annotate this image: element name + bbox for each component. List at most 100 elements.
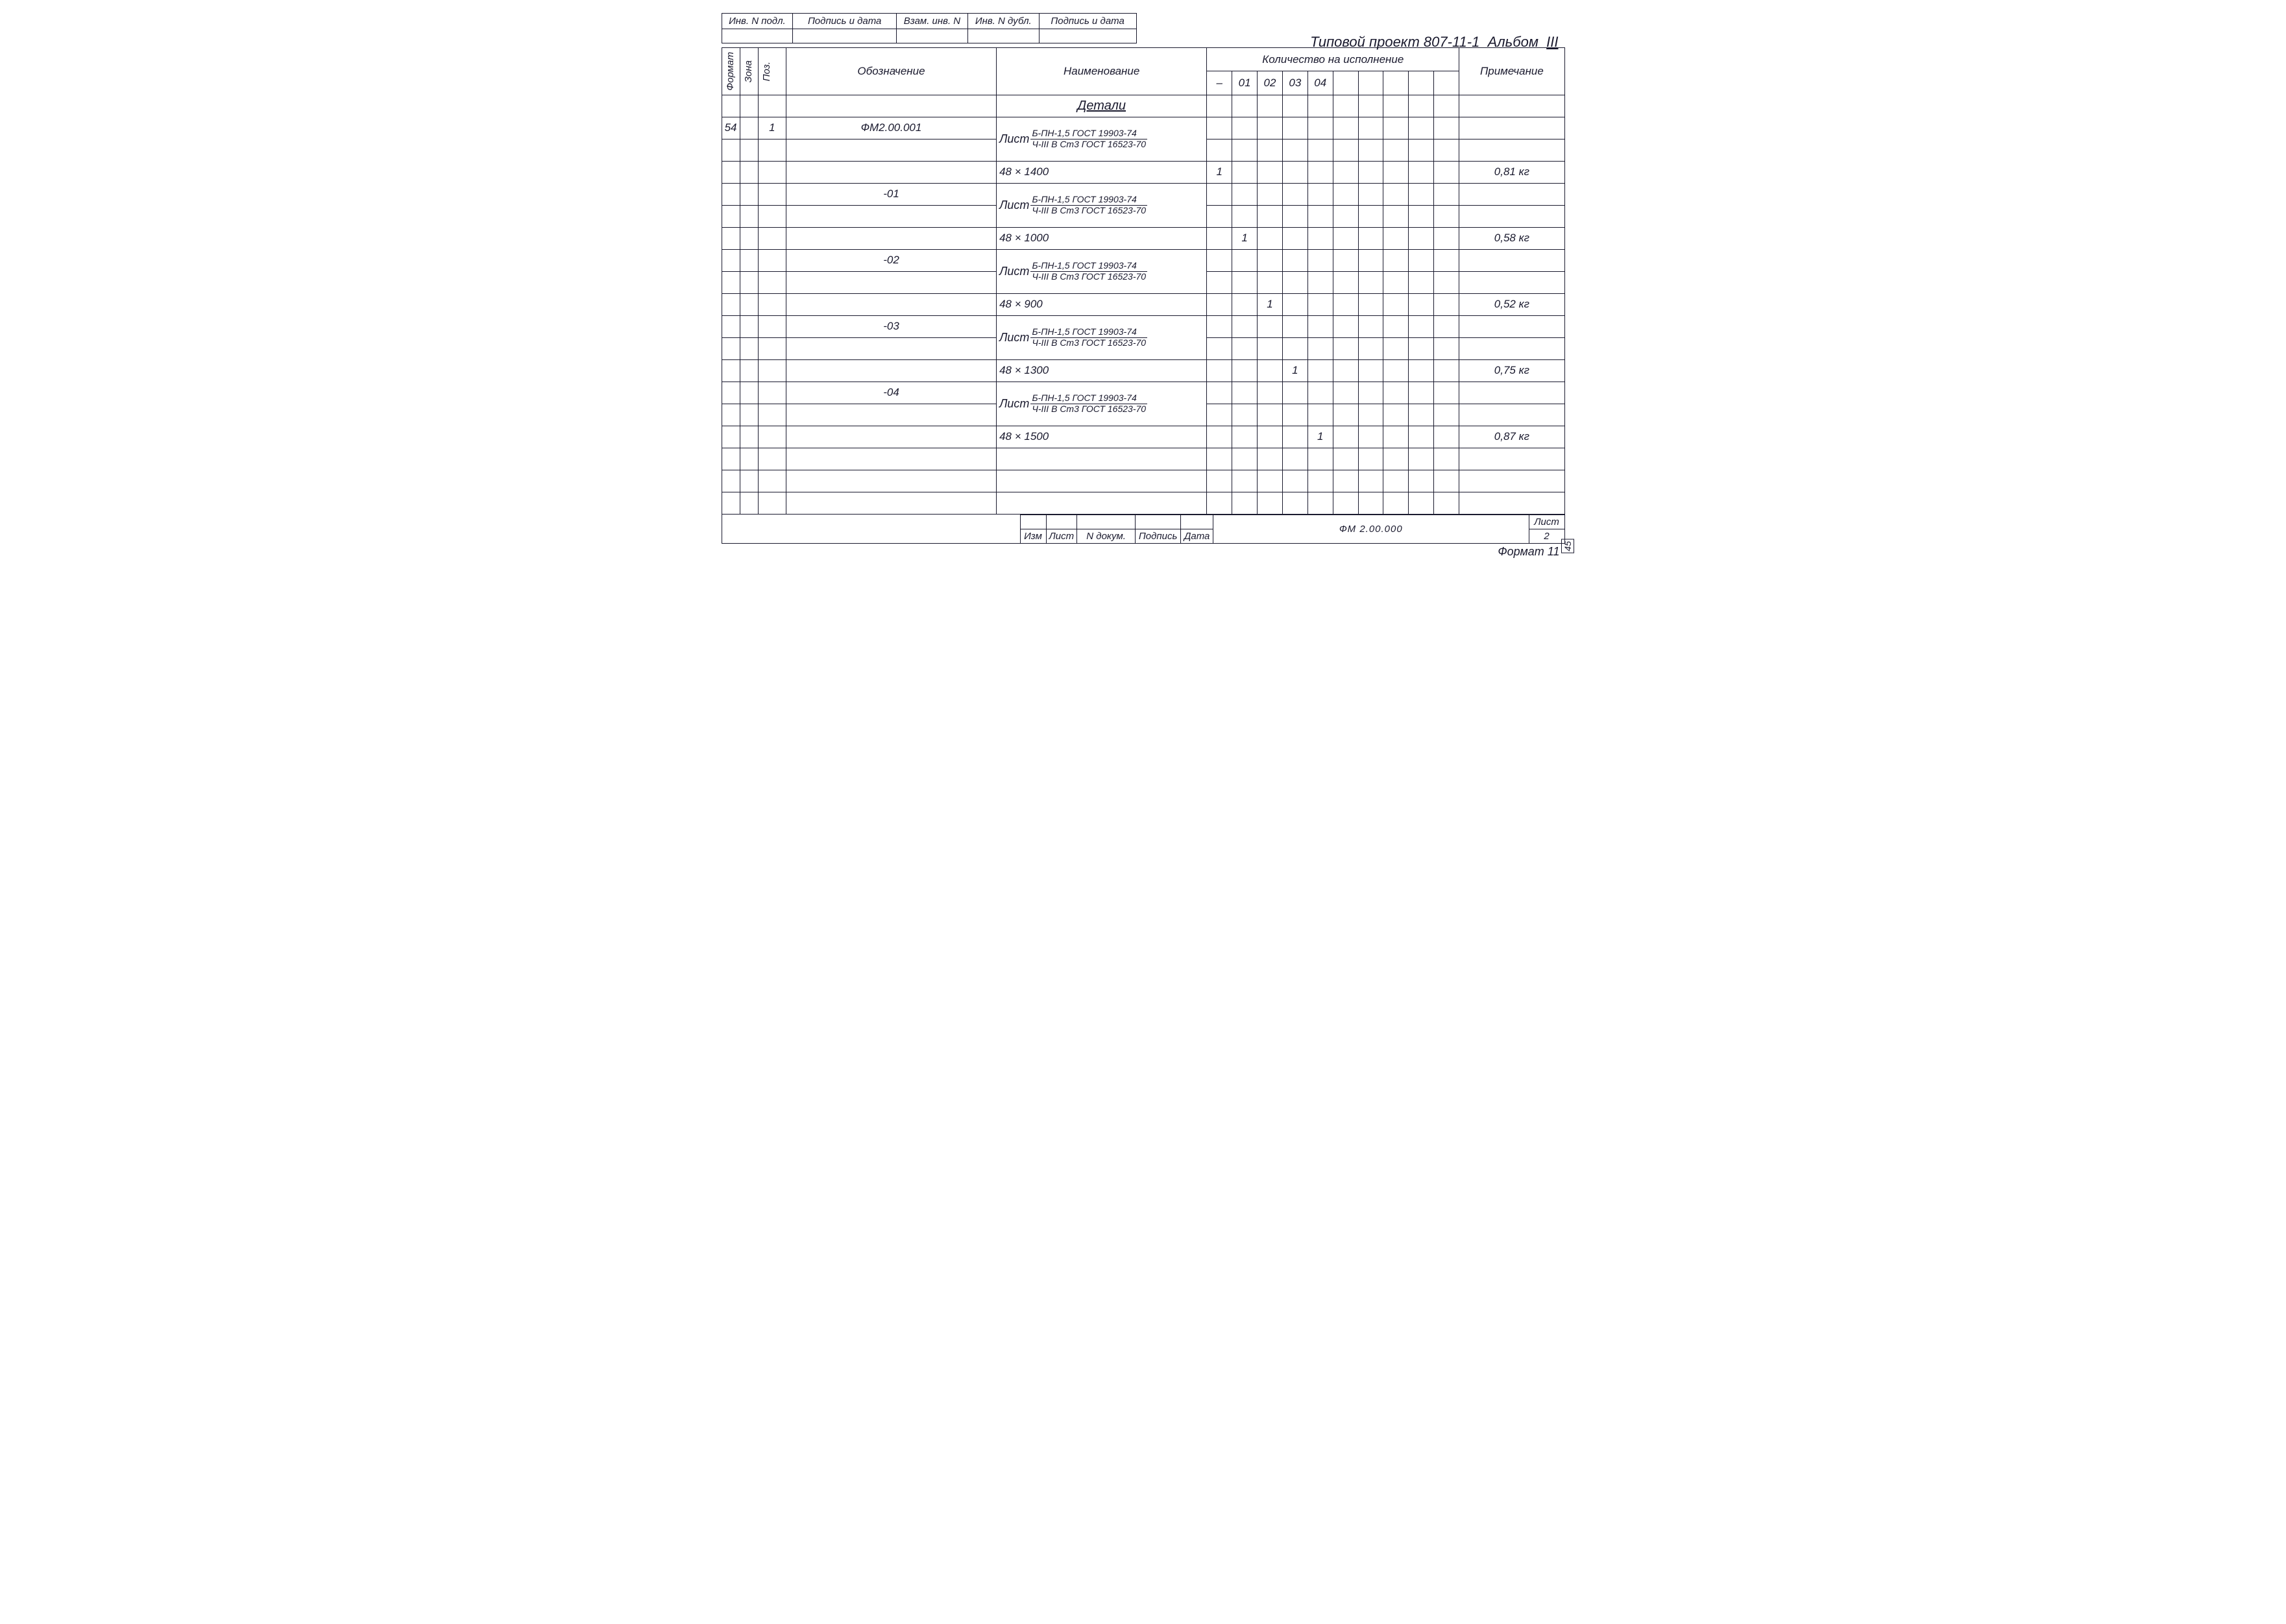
- qty-cell: [1409, 95, 1434, 117]
- qty-cell: 1: [1307, 426, 1333, 448]
- qty-cell: [1258, 271, 1283, 293]
- pos-cell: [758, 382, 786, 404]
- sheet-label: Лист: [1529, 515, 1564, 529]
- designation-cell: -01: [786, 183, 996, 205]
- size-cell: 48 × 1400: [997, 161, 1207, 183]
- qty-cell: [1434, 183, 1459, 205]
- qty-cell: [1307, 95, 1333, 117]
- qty-cell: [1358, 161, 1383, 183]
- qty-cell: [1409, 315, 1434, 337]
- qty-cell: 1: [1207, 161, 1232, 183]
- qty-cell: [1358, 315, 1383, 337]
- qty-cell: [1207, 337, 1232, 359]
- qty-cell: [1282, 271, 1307, 293]
- size-cell: 48 × 1500: [997, 426, 1207, 448]
- qty-cell: [1383, 249, 1409, 271]
- qty-cell: [1307, 161, 1333, 183]
- qty-cell: [1258, 426, 1283, 448]
- qty-cell: [1383, 448, 1409, 470]
- qty-cell: [1232, 315, 1258, 337]
- qty-cell: [1434, 448, 1459, 470]
- qty-cell: [1282, 95, 1307, 117]
- designation-cell: ФМ2.00.001: [786, 117, 996, 139]
- qty-cell: [1434, 382, 1459, 404]
- note-cell: 0,75 кг: [1459, 359, 1564, 382]
- qty-cell: [1232, 205, 1258, 227]
- qty-cell: [1282, 183, 1307, 205]
- qty-cell: [1434, 492, 1459, 514]
- qty-cell: [1358, 293, 1383, 315]
- qty-cell: [1333, 117, 1358, 139]
- qty-cell: [1333, 337, 1358, 359]
- qty-cell: [1307, 183, 1333, 205]
- qty-cell: [1383, 161, 1409, 183]
- qty-cell: [1207, 183, 1232, 205]
- qty-cell: [1307, 249, 1333, 271]
- qty-cell: [1383, 315, 1409, 337]
- qty-cell: [1434, 95, 1459, 117]
- designation-cell: -02: [786, 249, 996, 271]
- qty-cell: [1383, 337, 1409, 359]
- qty-cell: [1207, 95, 1232, 117]
- qty-cell: [1232, 382, 1258, 404]
- qty-cell: [1333, 293, 1358, 315]
- qty-cell: [1409, 448, 1434, 470]
- sheet-number: 2: [1529, 529, 1564, 543]
- qty-cell: [1307, 227, 1333, 249]
- qty-cell: [1333, 139, 1358, 161]
- qty-cell: [1258, 183, 1283, 205]
- format-cell: [722, 249, 740, 271]
- qty-cell: [1358, 426, 1383, 448]
- qty-cell: [1258, 315, 1283, 337]
- qty-cell: [1383, 95, 1409, 117]
- qty-cell: [1258, 404, 1283, 426]
- specification-table: ФорматЗонаПоз.ОбозначениеНаименованиеКол…: [722, 47, 1565, 515]
- qty-cell: [1333, 359, 1358, 382]
- size-cell: 48 × 1000: [997, 227, 1207, 249]
- qty-cell: [1358, 404, 1383, 426]
- qty-cell: [1333, 470, 1358, 492]
- col-qty-7: [1383, 71, 1409, 95]
- pos-cell: [758, 315, 786, 337]
- format-cell: [722, 382, 740, 404]
- qty-cell: [1409, 117, 1434, 139]
- qty-cell: [1258, 139, 1283, 161]
- qty-cell: [1282, 426, 1307, 448]
- qty-cell: [1383, 293, 1409, 315]
- section-title: Детали: [997, 95, 1207, 117]
- qty-cell: [1207, 117, 1232, 139]
- qty-cell: [1258, 382, 1283, 404]
- qty-cell: [1434, 315, 1459, 337]
- zone-cell: [740, 315, 758, 337]
- qty-cell: [1333, 249, 1358, 271]
- qty-cell: [1232, 117, 1258, 139]
- format-cell: [722, 315, 740, 337]
- format-cell: [722, 183, 740, 205]
- qty-cell: 1: [1282, 359, 1307, 382]
- qty-cell: [1207, 448, 1232, 470]
- note-cell: 0,81 кг: [1459, 161, 1564, 183]
- qty-cell: [1333, 404, 1358, 426]
- rev-docnum: N докум.: [1077, 529, 1136, 543]
- qty-cell: [1409, 249, 1434, 271]
- qty-cell: [1232, 139, 1258, 161]
- material-spec: ЛистБ-ПН-1,5 ГОСТ 19903-74Ч-III В Ст3 ГО…: [997, 382, 1207, 426]
- qty-cell: [1358, 382, 1383, 404]
- col-qty-5: [1333, 71, 1358, 95]
- qty-cell: [1383, 271, 1409, 293]
- qty-cell: [1383, 382, 1409, 404]
- zone-cell: [740, 382, 758, 404]
- doc-code: ФМ 2.00.000: [1213, 515, 1529, 543]
- qty-cell: [1434, 426, 1459, 448]
- col-qty-3: 03: [1282, 71, 1307, 95]
- qty-cell: [1307, 271, 1333, 293]
- col-qty-1: 01: [1232, 71, 1258, 95]
- qty-cell: [1282, 470, 1307, 492]
- qty-cell: [1358, 249, 1383, 271]
- qty-cell: [1358, 337, 1383, 359]
- qty-cell: [1333, 227, 1358, 249]
- qty-cell: [1409, 382, 1434, 404]
- qty-cell: [1434, 293, 1459, 315]
- qty-cell: [1282, 249, 1307, 271]
- qty-cell: [1358, 227, 1383, 249]
